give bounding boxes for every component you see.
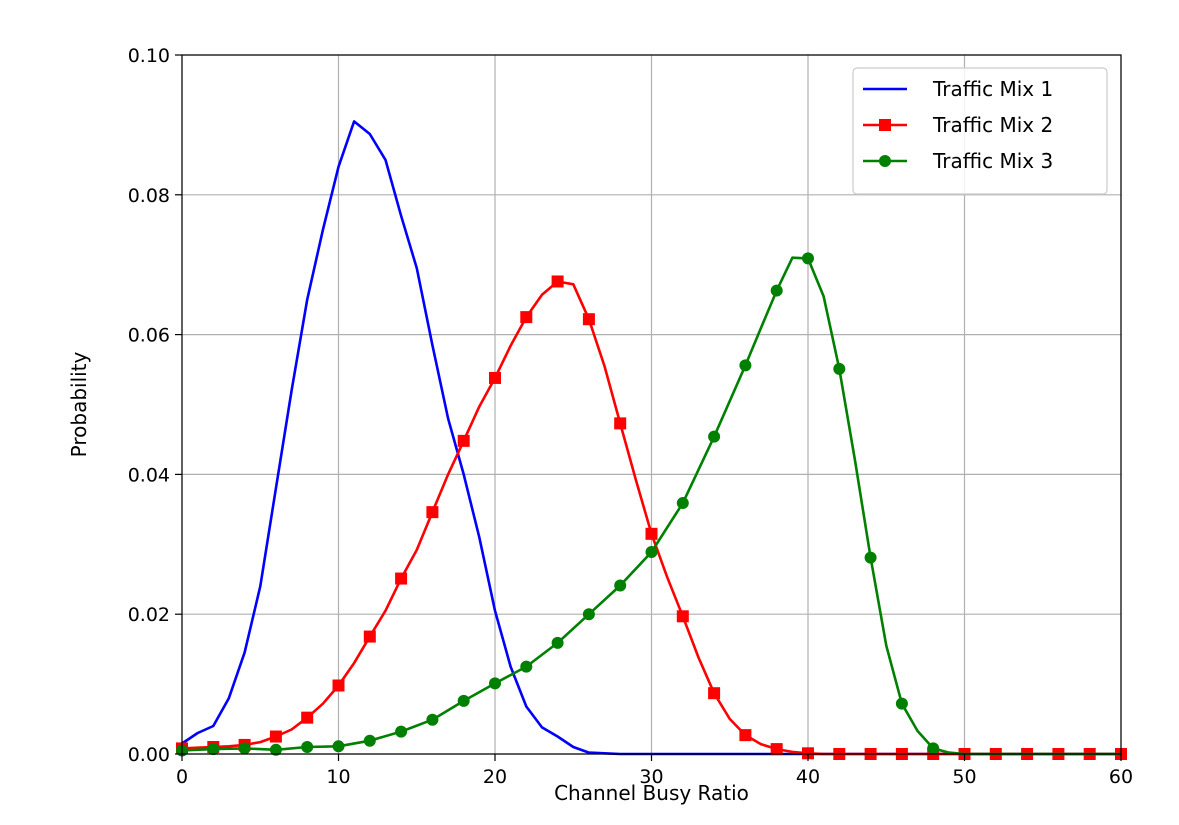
- data-point: [770, 743, 783, 756]
- y-tick-label: 0.02: [128, 604, 170, 626]
- legend-label: Traffic Mix 2: [932, 113, 1053, 137]
- legend-label: Traffic Mix 1: [932, 77, 1053, 101]
- y-tick-label: 0.04: [128, 464, 170, 486]
- x-tick-label: 10: [326, 766, 350, 788]
- data-point: [614, 579, 627, 592]
- data-point: [426, 713, 439, 726]
- data-point: [269, 730, 282, 743]
- data-point: [708, 687, 721, 700]
- data-point: [582, 608, 595, 621]
- y-tick-label: 0.06: [128, 325, 170, 347]
- data-point: [895, 697, 908, 710]
- data-point: [927, 742, 940, 755]
- data-point: [676, 610, 689, 623]
- legend-item: Traffic Mix 1: [863, 77, 1053, 101]
- data-point: [551, 636, 564, 649]
- y-tick-label: 0.00: [128, 744, 170, 766]
- series-3: [176, 252, 1121, 757]
- data-point: [551, 275, 564, 288]
- data-point: [770, 284, 783, 297]
- data-point: [457, 694, 470, 707]
- data-point: [332, 679, 345, 692]
- series-layer: [176, 120, 1127, 760]
- data-point: [645, 545, 658, 558]
- data-point: [395, 572, 408, 585]
- data-point: [739, 729, 752, 742]
- data-point: [332, 740, 345, 753]
- data-point: [301, 711, 314, 724]
- data-point: [708, 430, 721, 443]
- x-tick-label: 30: [639, 766, 663, 788]
- x-tick-label: 50: [952, 766, 976, 788]
- legend-marker: [879, 119, 891, 131]
- legend-marker: [879, 155, 891, 167]
- data-point: [395, 725, 408, 738]
- data-point: [739, 359, 752, 372]
- legend-box: [852, 67, 1108, 195]
- y-tick-label: 0.08: [128, 185, 170, 207]
- data-point: [269, 743, 282, 756]
- data-point: [520, 660, 533, 673]
- x-tick-label: 0: [176, 766, 188, 788]
- data-point: [645, 527, 658, 540]
- data-point: [489, 677, 501, 690]
- x-tick-label: 40: [796, 766, 820, 788]
- data-point: [363, 630, 376, 643]
- data-point: [238, 742, 251, 755]
- data-point: [582, 313, 595, 326]
- data-point: [207, 743, 220, 756]
- data-point: [864, 551, 877, 564]
- y-tick-label: 0.10: [128, 45, 170, 67]
- data-point: [489, 371, 501, 384]
- data-point: [301, 741, 314, 754]
- data-point: [802, 252, 814, 265]
- y-axis-label: Probability: [67, 351, 91, 457]
- data-point: [802, 747, 814, 760]
- legend-item: Traffic Mix 3: [863, 149, 1053, 173]
- data-point: [833, 362, 846, 375]
- data-point: [457, 434, 470, 447]
- legend: Traffic Mix 1 Traffic Mix 2 Traffic Mix 3: [852, 67, 1108, 195]
- ticks: 0 10 20 30 40 50 60 0.00 0.02 0.04 0.06 0.08 0.10: [128, 45, 1133, 788]
- data-point: [614, 417, 627, 430]
- x-tick-label: 60: [1109, 766, 1133, 788]
- data-point: [520, 311, 533, 324]
- x-axis-label: Channel Busy Ratio: [554, 781, 749, 805]
- data-point: [676, 497, 689, 510]
- legend-label: Traffic Mix 3: [932, 149, 1053, 173]
- data-point: [363, 734, 376, 747]
- data-point: [426, 506, 439, 519]
- legend-item: Traffic Mix 2: [863, 113, 1053, 137]
- x-tick-label: 20: [483, 766, 507, 788]
